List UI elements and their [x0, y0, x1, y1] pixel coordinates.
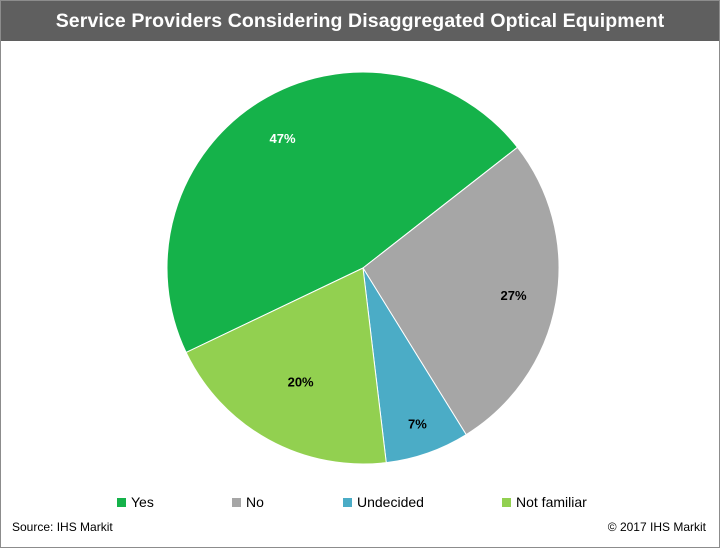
- data-label-undecided: 7%: [408, 416, 427, 431]
- legend-item-not-familiar: Not familiar: [502, 494, 587, 510]
- legend-swatch: [232, 497, 241, 507]
- data-label-yes: 47%: [270, 131, 296, 146]
- pie-slice-no: [362, 146, 560, 436]
- legend-swatch: [502, 497, 511, 507]
- pie-slice-not-familiar: [185, 267, 387, 465]
- legend-item-yes: Yes: [117, 494, 154, 510]
- legend-label: Not familiar: [516, 494, 587, 510]
- chart-legend: Yes No Undecided Not familiar: [0, 494, 718, 514]
- legend-label: Yes: [131, 494, 154, 510]
- data-label-not-familiar: 20%: [288, 374, 314, 389]
- legend-swatch: [117, 497, 126, 507]
- legend-swatch: [343, 497, 352, 507]
- data-label-no: 27%: [500, 288, 526, 303]
- legend-label: No: [246, 494, 264, 510]
- legend-label: Undecided: [357, 494, 424, 510]
- chart-title: Service Providers Considering Disaggrega…: [55, 9, 665, 32]
- copyright-note: © 2017 IHS Markit: [607, 520, 706, 534]
- legend-item-no: No: [232, 494, 264, 510]
- pie-slice-yes: [166, 71, 519, 354]
- source-note: Source: IHS Markit: [12, 520, 113, 534]
- title-bar: Service Providers Considering Disaggrega…: [1, 1, 719, 41]
- legend-item-undecided: Undecided: [343, 494, 424, 510]
